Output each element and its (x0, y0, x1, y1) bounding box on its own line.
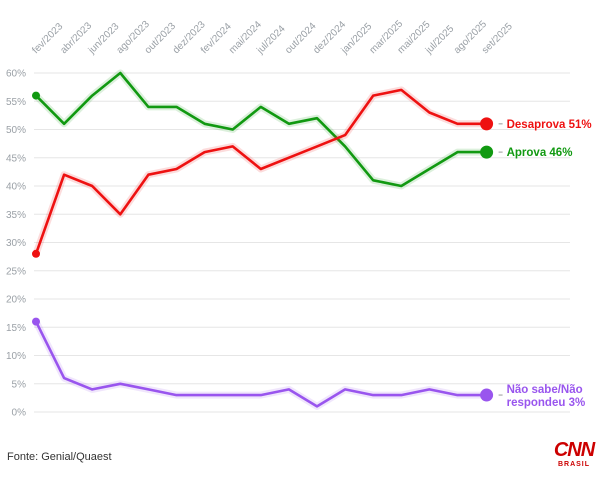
y-tick-label: 60% (6, 69, 26, 80)
y-tick-label: 25% (6, 266, 26, 277)
series-label: Desaprova 51% (507, 119, 592, 131)
y-tick-label: 5% (12, 379, 27, 390)
series-start-marker (32, 249, 40, 258)
series-start-marker (32, 91, 40, 100)
series-label: respondeu 3% (507, 397, 586, 409)
y-tick-label: 35% (6, 210, 26, 221)
logo-subtitle: BRASIL (557, 461, 591, 468)
series-end-marker (480, 388, 494, 402)
series-start-marker (32, 317, 40, 326)
y-tick-label: 45% (6, 153, 26, 164)
series-line (34, 88, 487, 256)
series-line (34, 71, 487, 188)
source-note: Fonte: Genial/Quaest (7, 451, 112, 463)
y-tick-label: 55% (6, 97, 26, 108)
series-label: Aprova 46% (507, 147, 573, 159)
cnn-brasil-logo: CNN BRASIL (552, 440, 596, 470)
series-end-marker (480, 117, 494, 131)
y-tick-label: 40% (6, 182, 26, 193)
y-tick-label: 0% (12, 408, 27, 419)
series-end-marker (480, 145, 494, 159)
y-tick-label: 15% (6, 323, 26, 334)
logo-mark: CNN (553, 439, 595, 461)
y-tick-label: 50% (6, 125, 26, 136)
series-line (34, 320, 487, 408)
series-label: Não sabe/Não (507, 384, 583, 396)
series-line-glow (32, 318, 490, 410)
y-tick-label: 20% (6, 295, 26, 306)
y-tick-label: 10% (6, 351, 26, 362)
y-tick-label: 30% (6, 238, 26, 249)
